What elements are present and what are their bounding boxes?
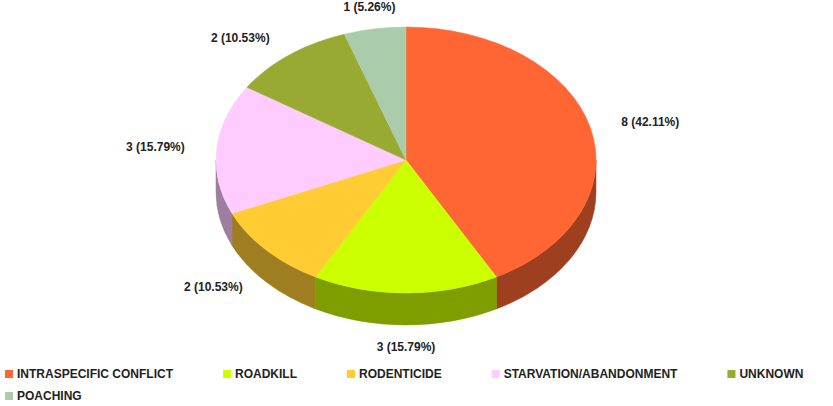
data-label: 3 (15.79%) xyxy=(126,140,185,154)
legend-label: ROADKILL xyxy=(235,367,297,381)
data-label: 8 (42.11%) xyxy=(621,115,679,129)
legend-swatch xyxy=(492,370,500,378)
chart: 8 (42.11%) 3 (15.79%) 2 (10.53%) 3 (15.79%)… xyxy=(0,0,833,406)
legend-label: UNKNOWN xyxy=(739,367,803,381)
legend-label: STARVATION/ABANDONMENT xyxy=(504,367,678,381)
legend-swatch xyxy=(727,370,735,378)
legend-label: POACHING xyxy=(17,389,82,403)
data-label: 3 (15.79%) xyxy=(377,340,436,354)
legend-label: RODENTICIDE xyxy=(359,367,442,381)
pie-slice xyxy=(344,27,406,160)
pie-top xyxy=(216,27,596,293)
legend-item: UNKNOWN xyxy=(727,367,803,381)
legend-swatch xyxy=(223,370,231,378)
legend-label: INTRASPECIFIC CONFLICT xyxy=(17,367,174,381)
legend-item: INTRASPECIFIC CONFLICT xyxy=(5,367,174,381)
data-label: 1 (5.26%) xyxy=(343,0,395,14)
legend: INTRASPECIFIC CONFLICT ROADKILL RODENTICID… xyxy=(5,367,803,403)
legend-item: RODENTICIDE xyxy=(347,367,442,381)
legend-item: POACHING xyxy=(5,389,82,403)
data-label: 2 (10.53%) xyxy=(211,31,270,45)
legend-swatch xyxy=(5,370,13,378)
legend-item: ROADKILL xyxy=(223,367,297,381)
legend-swatch xyxy=(5,392,13,400)
legend-swatch xyxy=(347,370,355,378)
legend-item: STARVATION/ABANDONMENT xyxy=(492,367,678,381)
data-label: 2 (10.53%) xyxy=(184,280,243,294)
